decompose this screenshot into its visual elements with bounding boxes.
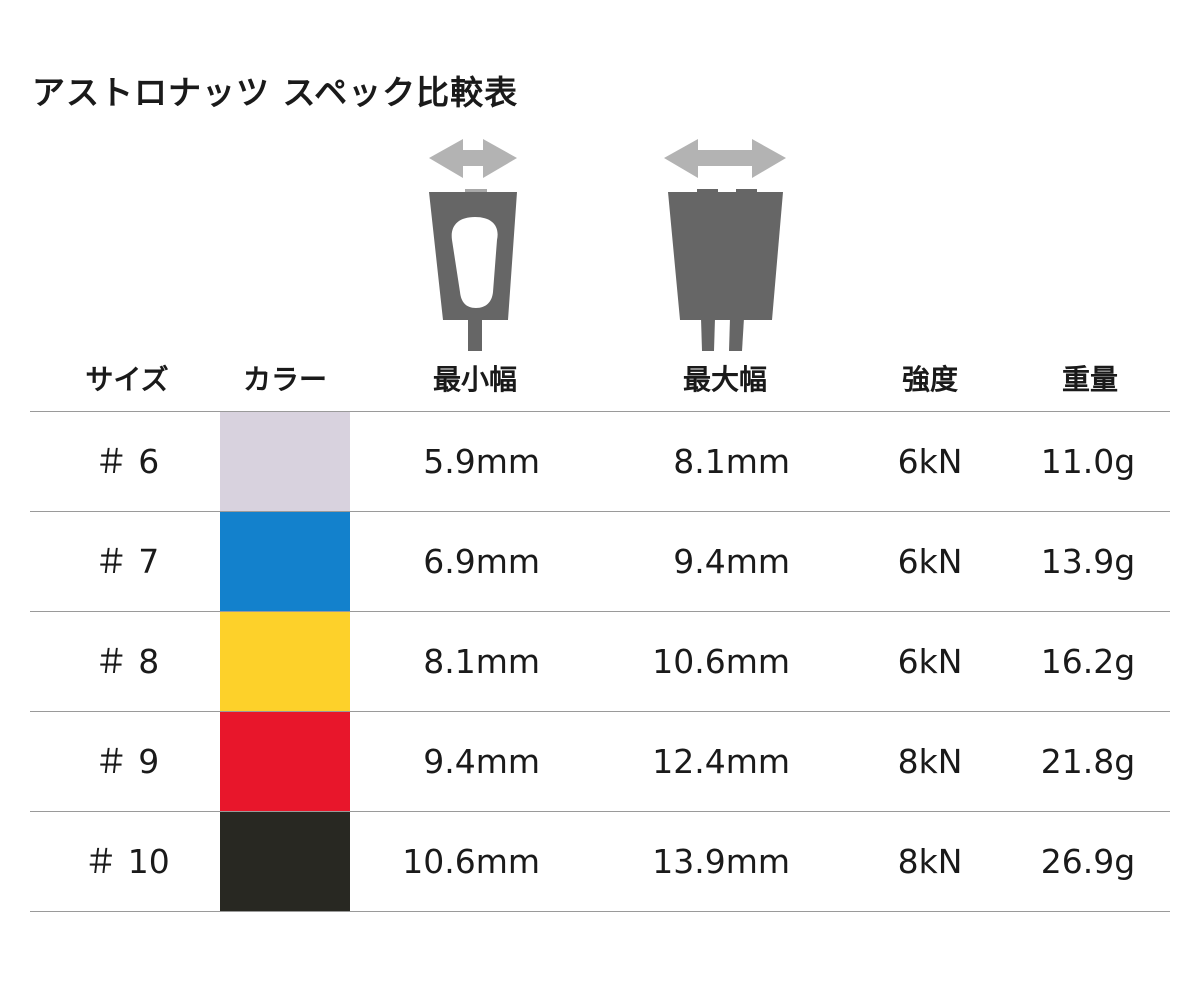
weight-cell: 21.8g: [1040, 742, 1136, 781]
color-swatch: [220, 712, 350, 812]
size-cell: ＃ 9: [94, 742, 160, 781]
min-width-cell: 8.1mm: [423, 642, 540, 681]
divider: [30, 911, 1170, 912]
max-width-nut-diagram-icon: [664, 139, 786, 351]
strength-cell: 6kN: [897, 442, 963, 481]
weight-cell: 11.0g: [1040, 442, 1136, 481]
divider: [30, 611, 1170, 612]
strength-cell: 6kN: [897, 542, 963, 581]
divider: [30, 811, 1170, 812]
color-swatch: [220, 612, 350, 712]
size-cell: ＃ 7: [94, 542, 160, 581]
size-cell: ＃ 8: [94, 642, 160, 681]
table-row: ＃ 10 10.6mm 13.9mm 8kN 26.9g: [0, 812, 1200, 912]
nut-diagrams: [429, 139, 786, 351]
max-width-cell: 10.6mm: [652, 642, 790, 681]
color-swatch: [220, 512, 350, 612]
double-arrow-icon: [664, 139, 786, 178]
max-width-cell: 9.4mm: [673, 542, 790, 581]
min-width-cell: 10.6mm: [402, 842, 540, 881]
header-min-width: 最小幅: [432, 363, 517, 396]
size-cell: ＃ 10: [84, 842, 170, 881]
header-max-width: 最大幅: [682, 363, 767, 396]
color-swatch: [220, 412, 350, 512]
min-width-cell: 9.4mm: [423, 742, 540, 781]
strength-cell: 6kN: [897, 642, 963, 681]
double-arrow-icon: [429, 139, 517, 178]
weight-cell: 16.2g: [1040, 642, 1136, 681]
header-size: サイズ: [85, 363, 169, 396]
header-strength: 強度: [901, 363, 958, 396]
size-cell: ＃ 6: [94, 442, 160, 481]
table-row: ＃ 7 6.9mm 9.4mm 6kN 13.9g: [0, 512, 1200, 612]
header-color: カラー: [242, 363, 327, 396]
max-width-cell: 13.9mm: [652, 842, 790, 881]
strength-cell: 8kN: [897, 842, 963, 881]
table-row: ＃ 6 5.9mm 8.1mm 6kN 11.0g: [0, 412, 1200, 512]
divider: [30, 511, 1170, 512]
max-width-cell: 12.4mm: [652, 742, 790, 781]
table-row: ＃ 9 9.4mm 12.4mm 8kN 21.8g: [0, 712, 1200, 812]
weight-cell: 26.9g: [1040, 842, 1136, 881]
strength-cell: 8kN: [897, 742, 963, 781]
min-width-cell: 6.9mm: [423, 542, 540, 581]
divider: [30, 711, 1170, 712]
table-row: ＃ 8 8.1mm 10.6mm 6kN 16.2g: [0, 612, 1200, 712]
page-title: アストロナッツ スペック比較表: [32, 73, 519, 112]
weight-cell: 13.9g: [1040, 542, 1136, 581]
min-width-cell: 5.9mm: [423, 442, 540, 481]
min-width-nut-diagram-icon: [429, 139, 517, 351]
max-width-cell: 8.1mm: [673, 442, 790, 481]
divider: [30, 411, 1170, 412]
color-swatch: [220, 812, 350, 912]
header-weight: 重量: [1061, 363, 1118, 396]
